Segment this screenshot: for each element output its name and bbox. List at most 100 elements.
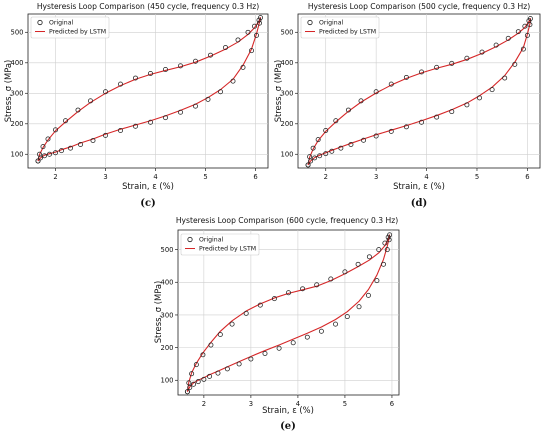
original-data-point <box>376 247 382 253</box>
original-data-point <box>449 60 455 66</box>
original-data-point <box>520 46 526 52</box>
original-data-point <box>103 89 108 95</box>
original-data-point <box>53 127 58 133</box>
y-tick-label: 200 <box>281 120 294 128</box>
original-data-point <box>358 98 364 104</box>
original-data-point <box>133 123 138 129</box>
y-axis-label: Stress, σ (MPa) <box>3 60 13 123</box>
chart-panel-e: Hysteresis Loop Comparison (600 cycle, f… <box>153 216 400 432</box>
original-data-point <box>271 296 277 302</box>
original-data-point <box>223 45 228 51</box>
original-data-point <box>310 145 316 151</box>
legend-label-predicted: Predicted by LSTM <box>199 246 256 253</box>
original-data-point <box>344 314 350 320</box>
legend-box <box>30 16 110 39</box>
original-data-point <box>217 332 223 338</box>
original-data-point <box>355 261 361 267</box>
original-data-point <box>257 20 262 26</box>
chart-panel-c: Hysteresis Loop Comparison (450 cycle, f… <box>3 2 269 209</box>
original-data-point <box>382 240 388 246</box>
original-data-point <box>240 64 246 70</box>
legend-marker-original <box>307 19 313 26</box>
original-data-point <box>252 23 257 29</box>
original-data-point <box>63 118 68 124</box>
y-tick-label: 500 <box>281 29 294 37</box>
y-axis-label: Stress, σ (MPa) <box>273 60 283 123</box>
panel-caption: (c) <box>140 198 156 209</box>
legend-label-predicted: Predicted by LSTM <box>319 29 376 36</box>
original-data-point <box>434 64 440 70</box>
original-data-point <box>193 103 198 109</box>
original-data-point <box>45 136 51 142</box>
y-tick-label: 100 <box>161 377 174 385</box>
original-data-point <box>163 67 168 72</box>
original-data-point <box>103 132 108 138</box>
original-data-point <box>338 145 344 151</box>
legend-label-original: Original <box>49 20 73 27</box>
original-data-point <box>323 128 329 133</box>
original-data-point <box>342 269 348 275</box>
original-data-point <box>200 352 206 358</box>
y-tick-label: 100 <box>11 151 24 159</box>
original-data-point <box>403 74 409 80</box>
original-data-point <box>348 142 354 147</box>
legend-label-predicted: Predicted by LSTM <box>49 29 106 36</box>
original-data-point <box>522 23 528 29</box>
original-data-point <box>178 109 183 115</box>
original-data-point <box>37 151 42 157</box>
legend-label-original: Original <box>319 20 343 27</box>
x-tick-label: 2 <box>202 400 206 408</box>
original-data-point <box>184 389 190 395</box>
original-data-point <box>328 276 334 282</box>
y-tick-label: 200 <box>11 120 24 128</box>
original-data-point <box>419 119 424 125</box>
original-data-point <box>477 95 482 101</box>
original-data-point <box>235 37 241 43</box>
original-data-point <box>193 362 199 368</box>
x-axis-label: Strain, ε (%) <box>393 181 445 191</box>
original-data-point <box>388 81 394 87</box>
axis-ticks: 2 3 4 5 6 100 200 300 400 500 <box>161 246 395 408</box>
original-data-point <box>163 115 168 121</box>
original-data-point <box>243 310 249 316</box>
original-data-point <box>479 49 485 55</box>
y-tick-label: 300 <box>281 90 294 98</box>
series-layer <box>184 232 393 395</box>
original-data-point <box>148 70 153 76</box>
original-data-point <box>385 234 391 240</box>
original-data-point <box>304 334 310 340</box>
original-data-point <box>186 380 192 386</box>
original-data-point <box>345 107 351 113</box>
series-layer <box>305 16 533 168</box>
legend: Original Predicted by LSTM <box>300 16 380 39</box>
plot-frame <box>27 13 269 169</box>
predicted-series-line <box>307 18 531 166</box>
original-data-point <box>419 69 424 75</box>
original-data-point <box>248 356 254 362</box>
chart-title: Hysteresis Loop Comparison (600 cycle, f… <box>176 216 398 225</box>
original-data-point <box>193 58 198 64</box>
axis-ticks: 2 3 4 5 6 100 200 300 400 500 <box>11 29 258 181</box>
original-data-point <box>384 247 390 253</box>
x-tick-label: 6 <box>390 400 394 408</box>
chart-title: Hysteresis Loop Comparison (500 cycle, f… <box>308 2 530 11</box>
original-data-point <box>374 278 380 284</box>
legend: Original Predicted by LSTM <box>180 233 260 256</box>
original-data-point <box>35 158 41 164</box>
original-data-point <box>254 32 259 38</box>
original-data-point <box>318 328 324 334</box>
original-data-point <box>47 151 52 157</box>
predicted-series-line <box>186 234 391 392</box>
x-tick-label: 3 <box>103 173 107 181</box>
y-tick-label: 400 <box>281 59 294 67</box>
original-data-point <box>148 119 153 125</box>
original-data-point <box>312 155 318 161</box>
original-data-point <box>68 145 73 151</box>
original-data-point <box>333 321 338 327</box>
axis-ticks: 2 3 4 5 6 100 200 300 400 500 <box>281 29 530 181</box>
original-data-point <box>323 151 329 157</box>
original-data-point <box>230 78 236 84</box>
original-data-point <box>464 55 470 61</box>
original-data-point <box>386 237 392 243</box>
original-data-point <box>205 96 211 102</box>
